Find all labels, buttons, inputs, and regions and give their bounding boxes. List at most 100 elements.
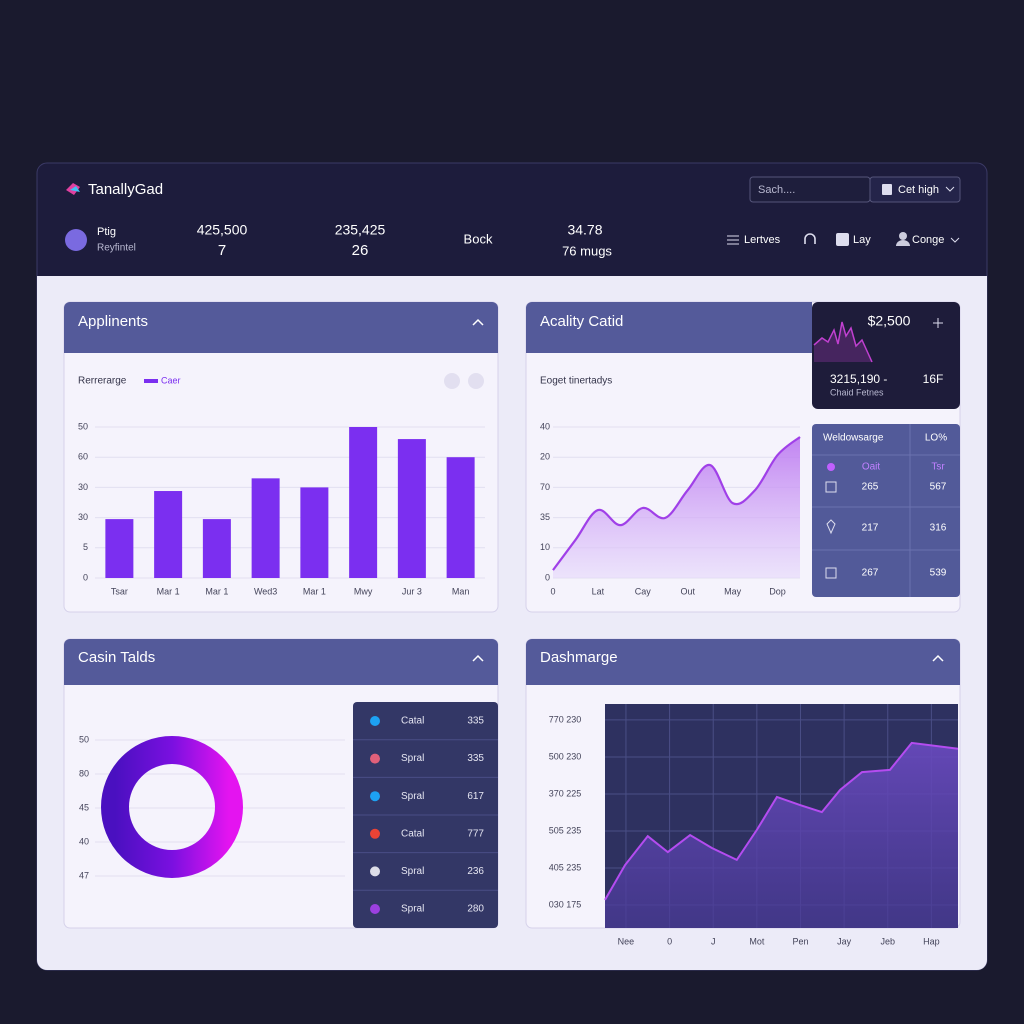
x-tick-label: Hap: [923, 936, 940, 946]
user-role: Reyfintel: [97, 243, 136, 254]
row-icon: [370, 866, 380, 877]
table-cell: 539: [930, 568, 947, 579]
x-tick-label: Pen: [792, 936, 808, 946]
bar: [105, 519, 134, 578]
x-tick-label: Mwy: [354, 586, 373, 596]
axis-label: 40: [79, 836, 89, 846]
table-cell: 280: [467, 904, 484, 915]
table-cell: 617: [467, 791, 484, 802]
y-tick-label: 405 235: [549, 862, 582, 872]
panel-title: Applinents: [78, 313, 148, 330]
table-cell: 335: [467, 716, 484, 727]
sparkline: [813, 321, 873, 363]
summary-value: 3215,190 -: [830, 372, 887, 386]
button-icon: [882, 184, 892, 195]
x-tick-label: Mar 1: [205, 586, 228, 596]
table-cell: 335: [467, 753, 484, 764]
row-icon: [370, 716, 380, 726]
y-tick-label: 30: [78, 512, 88, 522]
y-tick-label: 770 230: [549, 714, 582, 724]
table-cell: 267: [862, 568, 879, 579]
line: [604, 741, 959, 901]
table-cell: Catal: [401, 828, 424, 839]
panel-title: Dashmarge: [540, 649, 618, 666]
table-cell: 316: [930, 523, 947, 534]
row-icon: [370, 904, 380, 914]
row-icon: [826, 519, 836, 535]
stat-sub: 76 mugs: [562, 243, 612, 258]
search-placeholder: Sach....: [758, 184, 795, 196]
collapse-button[interactable]: [472, 318, 484, 326]
headset-icon[interactable]: [804, 233, 816, 244]
button-label: Cet high: [898, 184, 939, 196]
x-tick-label: 0: [550, 586, 555, 596]
x-tick-label: J: [711, 936, 716, 946]
row-icon: [370, 828, 380, 839]
app-icon: [836, 233, 849, 246]
x-tick-label: Mot: [749, 936, 765, 946]
table-cell: Spral: [401, 791, 424, 802]
x-tick-label: Jur 3: [402, 586, 422, 596]
tool-button[interactable]: [444, 373, 460, 389]
line: [552, 436, 801, 571]
tool-button[interactable]: [468, 373, 484, 389]
table-cell: 217: [862, 523, 879, 534]
table-cell: Tsr: [931, 462, 945, 473]
sparkline-fill: [814, 322, 872, 362]
x-tick-label: Cay: [635, 586, 652, 596]
chevron: [945, 186, 955, 192]
y-tick-label: 70: [540, 482, 550, 492]
y-tick-label: 0: [545, 572, 550, 582]
y-tick-label: 370 225: [549, 788, 582, 798]
y-tick-label: 60: [78, 452, 88, 462]
area-fill: [605, 742, 958, 928]
y-tick-label: 500 230: [549, 751, 582, 761]
panel-header: [64, 302, 498, 353]
table-cell: Oait: [862, 462, 881, 473]
stat-value: 235,425: [335, 222, 386, 238]
stat-sub: 26: [352, 242, 369, 259]
stat-value: Bock: [464, 231, 493, 246]
legend-swatch: [144, 379, 158, 383]
table-cell: Spral: [401, 904, 424, 915]
nav-item[interactable]: Lertves: [744, 234, 781, 246]
bar: [251, 478, 280, 578]
table-cell: Catal: [401, 716, 424, 727]
y-tick-label: 10: [540, 542, 550, 552]
panel-header: [526, 639, 960, 685]
x-tick-label: 0: [667, 936, 672, 946]
summary-extra: 16F: [923, 372, 944, 386]
legend-dot: [827, 463, 835, 471]
collapse-button[interactable]: [932, 654, 944, 662]
row-icon: [825, 481, 837, 493]
x-tick-label: Mar 1: [157, 586, 180, 596]
avatar: [65, 229, 87, 251]
menu-icon: [727, 235, 739, 245]
x-tick-label: Nee: [618, 936, 635, 946]
collapse-button[interactable]: [472, 654, 484, 662]
y-tick-label: 0: [83, 572, 88, 582]
nav-item[interactable]: Conge: [912, 234, 944, 246]
person-icon-body: [896, 240, 910, 246]
table-cell: 567: [930, 482, 947, 493]
axis-label: 50: [79, 734, 89, 744]
x-tick-label: Tsar: [111, 586, 128, 596]
table-cell: 236: [467, 866, 484, 877]
add-button[interactable]: [933, 318, 943, 328]
x-tick-label: May: [724, 586, 742, 596]
legend-label: Caer: [161, 375, 181, 385]
nav-item[interactable]: Lay: [853, 234, 871, 246]
stat-value: 425,500: [197, 222, 248, 238]
filter-button[interactable]: [869, 176, 961, 203]
panel-title: Casin Talds: [78, 649, 155, 666]
x-tick-label: Dop: [769, 586, 786, 596]
chart-subtitle: Eoget tinertadys: [540, 376, 612, 387]
y-tick-label: 20: [540, 452, 550, 462]
content-area-top: [37, 276, 987, 296]
bar: [202, 519, 231, 578]
chart-subtitle: Rerrerarge: [78, 376, 127, 387]
row-icon: [825, 567, 837, 579]
summary-amount: $2,500: [868, 313, 911, 329]
table-cell: 777: [467, 828, 484, 839]
x-tick-label: Out: [680, 586, 695, 596]
